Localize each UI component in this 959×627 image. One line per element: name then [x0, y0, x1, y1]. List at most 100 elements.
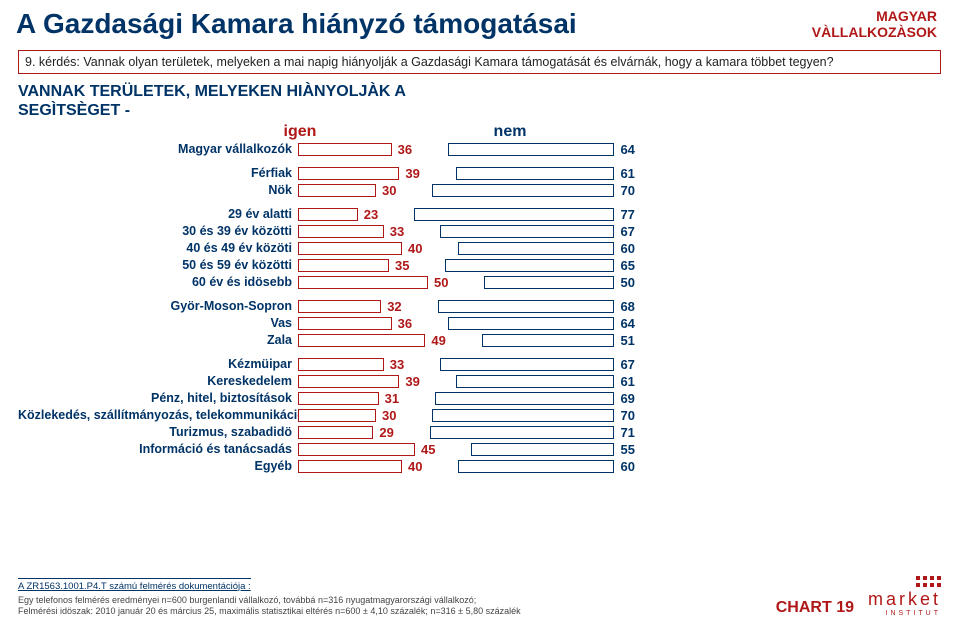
chart-number: CHART 19: [776, 599, 854, 617]
value-nem: 61: [620, 374, 634, 389]
question-number: 9. kérdés:: [25, 55, 80, 69]
value-nem: 65: [620, 258, 634, 273]
chart-row: 50 és 59 év közötti3565: [18, 257, 959, 274]
row-label: Zala: [18, 333, 298, 347]
subtitle-line1: VANNAK TERÜLETEK, MELYEKEN HIÀNYOLJÀK A: [18, 82, 941, 101]
value-nem: 60: [620, 459, 634, 474]
legend-igen: igen: [195, 123, 405, 141]
chart-row: 60 év és idösebb 50 50: [18, 274, 959, 291]
chart-row: 30 és 39 év közötti3367: [18, 223, 959, 240]
footer-line2: Felmérési idöszak: 2010 január 20 és már…: [18, 606, 521, 616]
row-bars: 30 70: [298, 408, 959, 423]
row-label: 40 és 49 év közöti: [18, 241, 298, 255]
legend: igen nem: [195, 123, 959, 141]
value-nem: 55: [620, 442, 634, 457]
row-bars: 36 64: [298, 142, 959, 157]
bar-igen: [298, 392, 379, 405]
value-igen: 33: [390, 357, 404, 372]
bar-igen: [298, 426, 373, 439]
chart-group: Györ-Moson-Sopron3268Vas3664Zala4951: [18, 298, 959, 349]
value-igen: 50: [434, 275, 448, 290]
bar-nem: [430, 426, 615, 439]
row-label: 60 év és idösebb: [18, 275, 298, 289]
row-bars: 40 60: [298, 241, 959, 256]
bar-nem: [456, 167, 615, 180]
value-nem: 50: [620, 275, 634, 290]
notice-line1: MAGYAR: [812, 8, 937, 24]
value-nem: 70: [620, 408, 634, 423]
bar-nem: [414, 208, 614, 221]
row-bars: 3565: [298, 258, 959, 273]
value-nem: 71: [620, 425, 634, 440]
row-bars: 50 50: [298, 275, 959, 290]
row-bars: 39 61: [298, 374, 959, 389]
bar-nem: [432, 409, 614, 422]
notice-line2: VÀLLALKOZÀSOK: [812, 24, 937, 40]
row-label: 50 és 59 év közötti: [18, 258, 298, 272]
chart-row: Magyar vállalkozók3664: [18, 141, 959, 158]
question-text: Vannak olyan területek, melyeken a mai n…: [83, 55, 833, 69]
bar-nem: [458, 242, 614, 255]
bar-chart: Magyar vállalkozók3664Férfiak3961Nök3070…: [18, 141, 959, 475]
chart-group: 29 év alatti237730 és 39 év közötti33674…: [18, 206, 959, 291]
logo-text: market: [868, 589, 941, 610]
chart-row: Közlekedés, szállítmányozás, telekommuni…: [18, 407, 959, 424]
bar-igen: [298, 334, 425, 347]
value-igen: 32: [387, 299, 401, 314]
value-igen: 49: [431, 333, 445, 348]
value-nem: 60: [620, 241, 634, 256]
chart-row: Férfiak3961: [18, 165, 959, 182]
chart-row: Kézmüipar 33 67: [18, 356, 959, 373]
row-bars: 31 69: [298, 391, 959, 406]
value-igen: 36: [398, 142, 412, 157]
row-bars: 4555: [298, 442, 959, 457]
bar-igen: [298, 358, 384, 371]
value-nem: 69: [620, 391, 634, 406]
bar-nem: [438, 300, 615, 313]
bar-nem: [471, 443, 614, 456]
bar-nem: [482, 334, 615, 347]
question-box: 9. kérdés: Vannak olyan területek, melye…: [18, 50, 941, 74]
value-igen: 30: [382, 408, 396, 423]
value-nem: 61: [620, 166, 634, 181]
doc-id: A ZR1563.1001.P4.T számú felmérés dokume…: [18, 578, 251, 593]
bar-nem: [432, 184, 614, 197]
chart-row: Zala4951: [18, 332, 959, 349]
bar-nem: [448, 143, 614, 156]
logo-dots-icon: [916, 576, 941, 587]
value-nem: 64: [620, 142, 634, 157]
value-nem: 67: [620, 224, 634, 239]
bar-igen: [298, 276, 428, 289]
row-label: Vas: [18, 316, 298, 330]
chart-row: Vas3664: [18, 315, 959, 332]
footer-right: CHART 19 market INSTITUT: [776, 576, 941, 617]
row-label: 29 év alatti: [18, 207, 298, 221]
row-label: 30 és 39 év közötti: [18, 224, 298, 238]
bar-igen: [298, 143, 392, 156]
row-label: Egyéb: [18, 459, 298, 473]
row-label: Információ és tanácsadás: [18, 442, 298, 456]
row-bars: 3664: [298, 316, 959, 331]
header-notice: MAGYAR VÀLLALKOZÀSOK: [812, 8, 937, 40]
page-title: A Gazdasági Kamara hiányzó támogatásai: [16, 8, 577, 40]
row-label: Pénz, hitel, biztosítások: [18, 391, 298, 405]
row-label: Kézmüipar: [18, 357, 298, 371]
row-label: Györ-Moson-Sopron: [18, 299, 298, 313]
footer: A ZR1563.1001.P4.T számú felmérés dokume…: [18, 576, 941, 617]
chart-row: 40 és 49 év közöti 40 60: [18, 240, 959, 257]
value-nem: 68: [620, 299, 634, 314]
chart-row: Györ-Moson-Sopron 32 68: [18, 298, 959, 315]
footer-line1: Egy telefonos felmérés eredményei n=600 …: [18, 595, 476, 605]
value-igen: 40: [408, 241, 422, 256]
row-bars: 32 68: [298, 299, 959, 314]
value-igen: 39: [405, 374, 419, 389]
bar-igen: [298, 259, 389, 272]
value-nem: 67: [620, 357, 634, 372]
row-bars: 4060: [298, 459, 959, 474]
chart-row: Pénz, hitel, biztosítások 31 69: [18, 390, 959, 407]
bar-igen: [298, 184, 376, 197]
value-igen: 30: [382, 183, 396, 198]
chart-group: Kézmüipar3367Kereskedelem3961Pénz, hitel…: [18, 356, 959, 475]
row-label: Kereskedelem: [18, 374, 298, 388]
value-igen: 31: [385, 391, 399, 406]
